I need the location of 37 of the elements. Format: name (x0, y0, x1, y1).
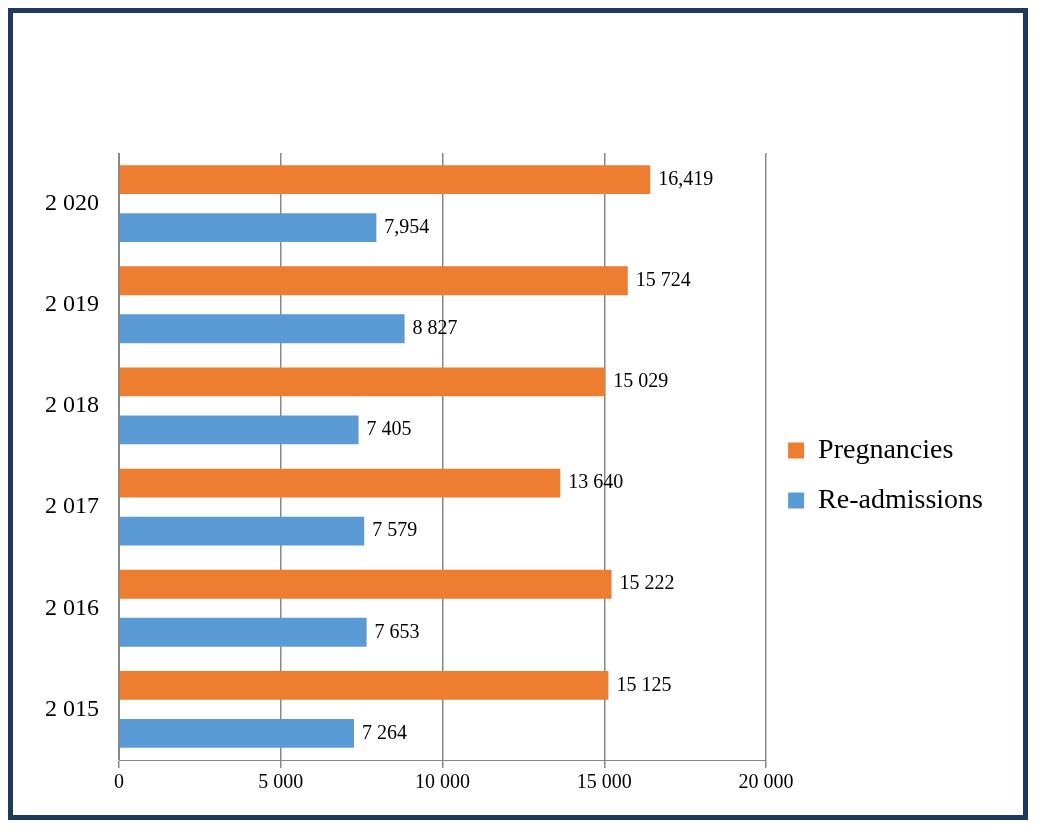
bar (119, 569, 612, 599)
bar (119, 468, 561, 498)
data-label: 15 125 (616, 672, 672, 695)
data-label: 13 640 (568, 470, 624, 493)
y-tick-label: 2 020 (45, 188, 99, 215)
bar (119, 415, 359, 445)
x-tick-label: 10 000 (415, 770, 471, 793)
bar (119, 266, 628, 296)
x-tick-label: 20 000 (738, 770, 794, 793)
x-tick-label: 15 000 (576, 770, 632, 793)
bar (119, 516, 365, 546)
data-label: 7 579 (372, 518, 418, 541)
data-label: 7 264 (362, 720, 408, 743)
data-label: 7 405 (366, 417, 412, 440)
data-label: 7 653 (374, 619, 420, 642)
x-tick-label: 0 (114, 770, 124, 793)
data-label: 15 029 (613, 369, 669, 392)
y-tick-label: 2 019 (45, 290, 99, 317)
data-label: 7,954 (384, 214, 430, 237)
bar (119, 617, 367, 647)
y-tick-label: 2 015 (45, 694, 99, 721)
x-tick-label: 5 000 (258, 770, 304, 793)
data-label: 16,419 (658, 166, 714, 189)
y-tick-label: 2 017 (45, 492, 99, 519)
bar (119, 367, 606, 397)
bar (119, 314, 405, 344)
y-tick-label: 2 016 (45, 593, 99, 620)
data-label: 8 827 (412, 316, 458, 339)
legend-label: Pregnancies (818, 432, 954, 464)
bar (119, 213, 377, 243)
data-label: 15 724 (635, 267, 691, 290)
bar (119, 670, 609, 700)
y-tick-label: 2 018 (45, 391, 99, 418)
bar (119, 719, 355, 748)
bar (119, 165, 651, 194)
legend-label: Re-admissions (818, 482, 984, 514)
data-label: 15 222 (619, 571, 675, 594)
